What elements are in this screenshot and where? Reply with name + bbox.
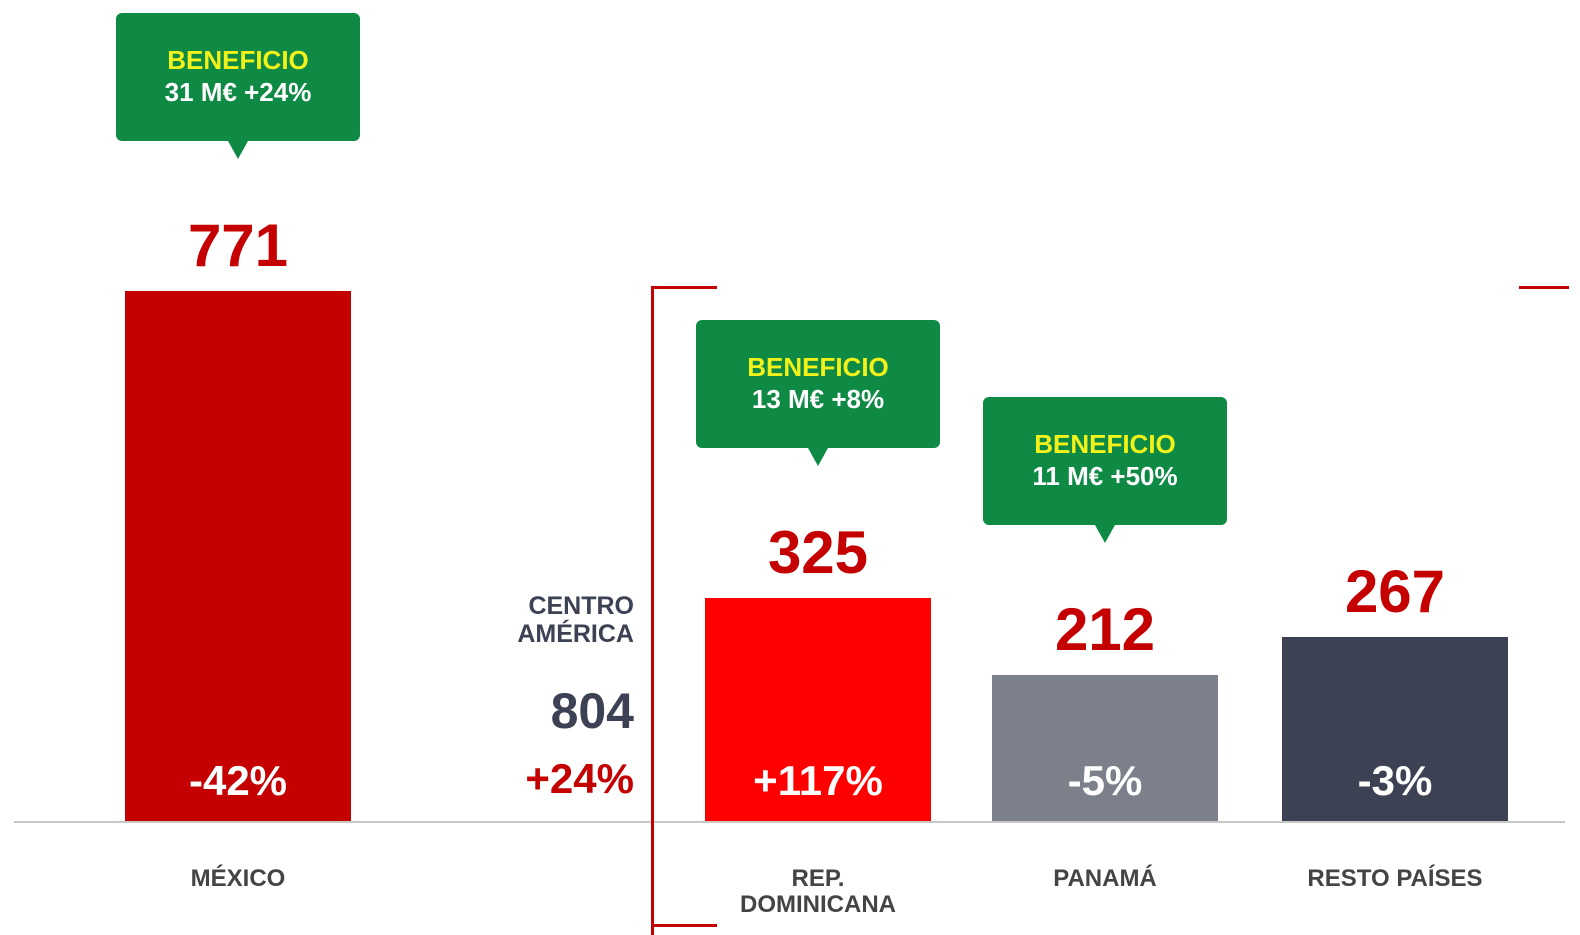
bar: [125, 291, 351, 821]
value-label: 267: [1344, 558, 1446, 626]
callout-pointer: [808, 447, 828, 466]
group-change: +24%: [525, 755, 634, 802]
bar: [992, 675, 1218, 821]
category-label: MÉXICO: [190, 865, 286, 892]
change-label: +117%: [753, 757, 883, 804]
change-label: -3%: [1357, 757, 1433, 804]
callout-text: 13 M€ +8%: [751, 383, 885, 414]
category-label: PANAMÁ: [1053, 865, 1157, 892]
bar: [1282, 637, 1508, 821]
callout-pointer: [1095, 525, 1115, 544]
change-label: -5%: [1067, 757, 1143, 804]
callout-title: BENEFICIO: [167, 45, 309, 75]
callout: BENEFICIO 11 M€ +50%: [983, 397, 1227, 544]
callout-text: 11 M€ +50%: [1032, 461, 1178, 492]
bar: [705, 597, 931, 821]
callout: BENEFICIO 31 M€ +24%: [116, 13, 360, 159]
callout-pointer: [228, 141, 248, 159]
baseline: [14, 821, 1565, 823]
bracket-bottom: [651, 924, 717, 927]
bracket-right: [1519, 286, 1569, 289]
category-label: RESTO PAÍSES: [1307, 865, 1483, 892]
callout-title: BENEFICIO: [1034, 429, 1176, 460]
bracket-top: [651, 286, 717, 289]
bracket-left: [651, 286, 654, 935]
value-label: 325: [767, 518, 869, 586]
value-label: 212: [1054, 596, 1156, 664]
group-value: 804: [550, 683, 634, 739]
callout-text: 31 M€ +24%: [164, 77, 312, 107]
callout: BENEFICIO 13 M€ +8%: [696, 319, 940, 466]
value-label: 771: [187, 212, 289, 279]
category-label: REP. DOMINICANA: [740, 865, 896, 918]
callout-title: BENEFICIO: [747, 351, 889, 382]
change-label: -42%: [188, 757, 288, 804]
group-label: CENTRO AMÉRICA: [517, 592, 634, 648]
